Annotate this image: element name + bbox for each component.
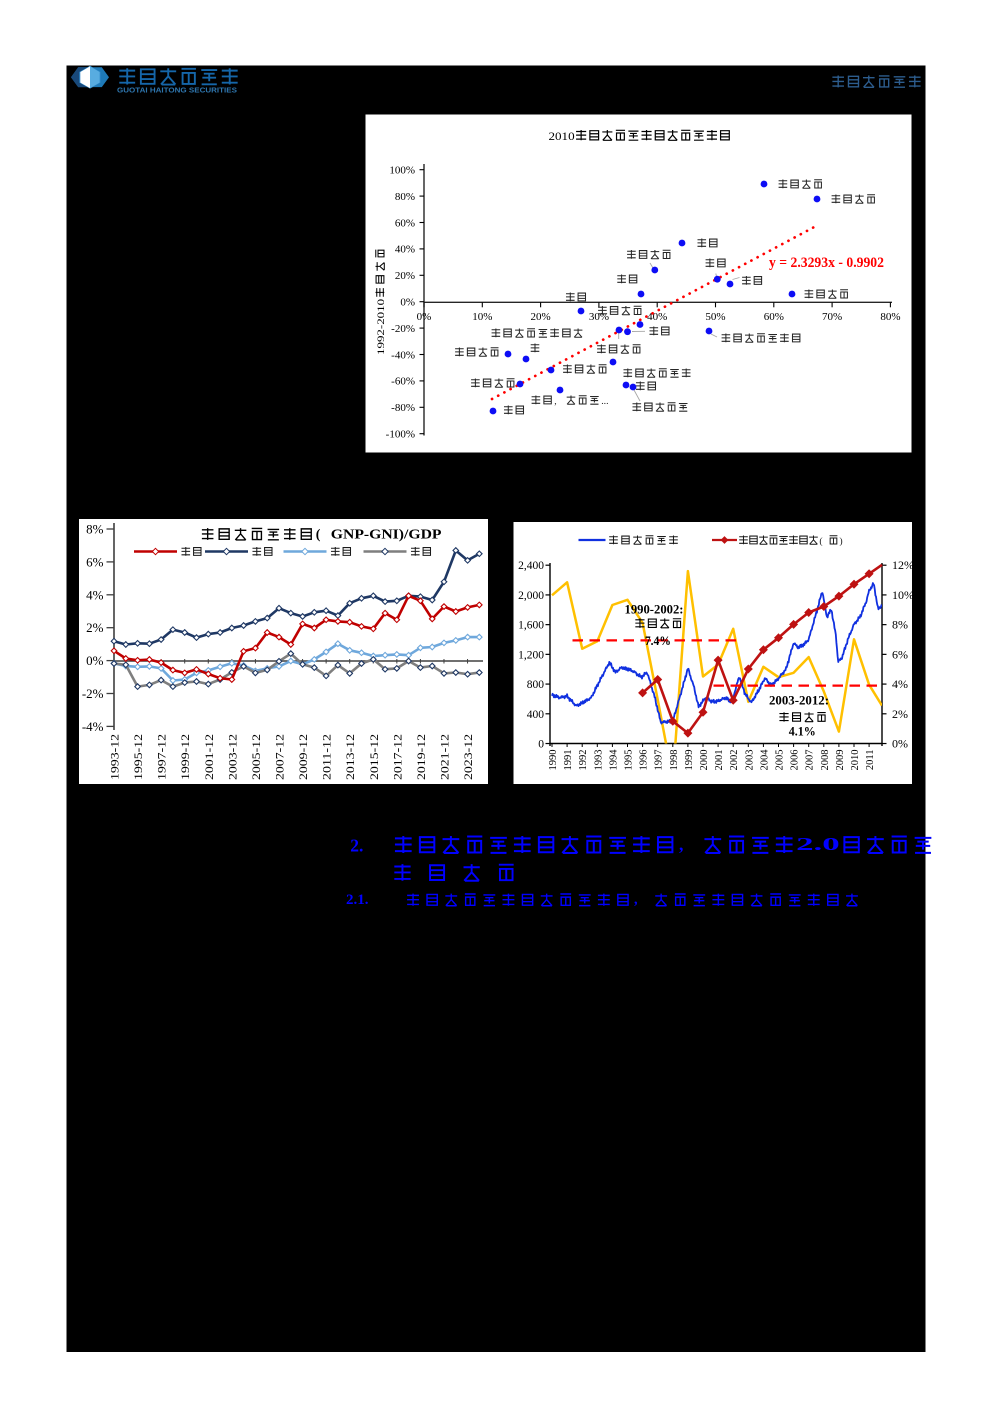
svg-text:y = 2.3293x - 0.9902: y = 2.3293x - 0.9902 — [769, 255, 884, 271]
svg-text:0%: 0% — [400, 297, 415, 309]
svg-text:400: 400 — [527, 709, 545, 721]
svg-text:1999: 1999 — [684, 750, 695, 771]
svg-text:800: 800 — [527, 679, 545, 691]
svg-text:2010: 2010 — [549, 131, 575, 143]
svg-text:2.1.: 2.1. — [346, 892, 369, 908]
svg-text:2001: 2001 — [714, 750, 725, 771]
svg-text:-2%: -2% — [82, 686, 104, 701]
svg-text:2000: 2000 — [699, 750, 710, 771]
svg-text:6%: 6% — [892, 647, 908, 661]
svg-text:10%: 10% — [892, 588, 914, 602]
svg-text:40%: 40% — [647, 311, 667, 323]
svg-text:4%: 4% — [892, 677, 908, 691]
svg-text:(: ( — [316, 528, 321, 543]
svg-text:2.: 2. — [350, 836, 363, 856]
svg-text:2007: 2007 — [805, 750, 816, 771]
svg-text:1990-2002:: 1990-2002: — [625, 603, 684, 617]
svg-text:): ) — [839, 536, 842, 547]
svg-text:2%: 2% — [86, 620, 104, 635]
svg-text:2017-12: 2017-12 — [390, 734, 404, 780]
svg-text:2010: 2010 — [850, 750, 861, 771]
svg-text:0: 0 — [538, 739, 544, 751]
svg-text:-40%: -40% — [391, 349, 415, 361]
svg-text:1993: 1993 — [593, 750, 604, 771]
svg-text:2009: 2009 — [835, 750, 846, 771]
svg-text:80%: 80% — [880, 311, 900, 323]
svg-text:2023-12: 2023-12 — [461, 734, 475, 780]
svg-text:2013-12: 2013-12 — [343, 734, 357, 780]
svg-text:2003: 2003 — [744, 750, 755, 771]
svg-text:20%: 20% — [395, 270, 415, 282]
svg-text:2001-12: 2001-12 — [202, 734, 216, 780]
svg-text:6%: 6% — [86, 554, 104, 569]
svg-text:8%: 8% — [86, 522, 104, 537]
svg-text:-4%: -4% — [82, 719, 104, 734]
svg-text:2015-12: 2015-12 — [367, 734, 381, 780]
svg-text:1990: 1990 — [548, 750, 559, 771]
svg-text:2019-12: 2019-12 — [414, 734, 428, 780]
svg-text:,: , — [634, 891, 638, 907]
svg-text:1998: 1998 — [669, 750, 680, 771]
svg-text:8%: 8% — [892, 618, 908, 632]
svg-text:1997: 1997 — [654, 750, 665, 771]
svg-text:2009-12: 2009-12 — [296, 734, 310, 780]
svg-text:0%: 0% — [417, 311, 432, 323]
svg-text:2.0: 2.0 — [796, 834, 840, 854]
svg-text:1992: 1992 — [578, 750, 589, 771]
svg-text:1,600: 1,600 — [518, 620, 544, 632]
svg-text:2%: 2% — [892, 707, 908, 721]
svg-text:4%: 4% — [86, 587, 104, 602]
svg-text:1,200: 1,200 — [518, 649, 544, 661]
svg-text:,: , — [554, 396, 556, 407]
svg-text:2011: 2011 — [865, 750, 876, 771]
svg-text:2008: 2008 — [820, 750, 831, 771]
svg-text:1997-12: 1997-12 — [155, 734, 169, 780]
svg-text:20%: 20% — [531, 311, 551, 323]
svg-text:0%: 0% — [892, 737, 908, 751]
svg-text:2003-2012:: 2003-2012: — [769, 694, 829, 708]
svg-text:-20%: -20% — [391, 323, 415, 335]
svg-text:1991: 1991 — [563, 750, 574, 771]
svg-text:1999-12: 1999-12 — [178, 734, 192, 780]
svg-text:80%: 80% — [395, 191, 415, 203]
svg-text:2,400: 2,400 — [518, 560, 544, 572]
svg-text:...: ... — [601, 396, 608, 407]
svg-text:10%: 10% — [472, 311, 492, 323]
svg-text:4.1%: 4.1% — [789, 725, 816, 739]
svg-text:2005-12: 2005-12 — [249, 734, 263, 780]
svg-text:2005: 2005 — [775, 750, 786, 771]
svg-text:2006: 2006 — [790, 750, 801, 771]
svg-text:60%: 60% — [764, 311, 784, 323]
svg-text:-100%: -100% — [386, 429, 415, 441]
svg-text:50%: 50% — [705, 311, 725, 323]
svg-text:7.4%: 7.4% — [645, 634, 671, 648]
svg-text:40%: 40% — [395, 244, 415, 256]
svg-text:100%: 100% — [389, 165, 415, 177]
svg-text:1994: 1994 — [608, 749, 619, 771]
svg-text:1995-12: 1995-12 — [131, 734, 145, 780]
svg-text:60%: 60% — [395, 217, 415, 229]
svg-text:2004: 2004 — [759, 749, 770, 771]
svg-text:2007-12: 2007-12 — [272, 734, 286, 780]
svg-text:30%: 30% — [589, 311, 609, 323]
svg-text:1992-2010: 1992-2010 — [376, 299, 387, 355]
svg-text:2002: 2002 — [729, 750, 740, 771]
svg-text:,: , — [679, 834, 683, 854]
svg-text:(: ( — [819, 536, 822, 547]
svg-text:GUOTAI HAITONG SECURITIES: GUOTAI HAITONG SECURITIES — [117, 86, 237, 95]
svg-text:2011-12: 2011-12 — [320, 734, 334, 780]
svg-text:-60%: -60% — [391, 376, 415, 388]
svg-text:70%: 70% — [822, 311, 842, 323]
svg-text:1993-12: 1993-12 — [108, 734, 122, 780]
svg-text:2003-12: 2003-12 — [225, 734, 239, 780]
svg-text:2,000: 2,000 — [518, 590, 544, 602]
svg-text:0%: 0% — [86, 653, 104, 668]
svg-text:-80%: -80% — [391, 402, 415, 414]
svg-text:2021-12: 2021-12 — [437, 734, 451, 780]
svg-text:12%: 12% — [892, 558, 914, 572]
svg-text:1996: 1996 — [639, 750, 650, 771]
svg-text:GNP-GNI)/GDP: GNP-GNI)/GDP — [331, 528, 442, 543]
svg-text:1995: 1995 — [624, 750, 635, 771]
